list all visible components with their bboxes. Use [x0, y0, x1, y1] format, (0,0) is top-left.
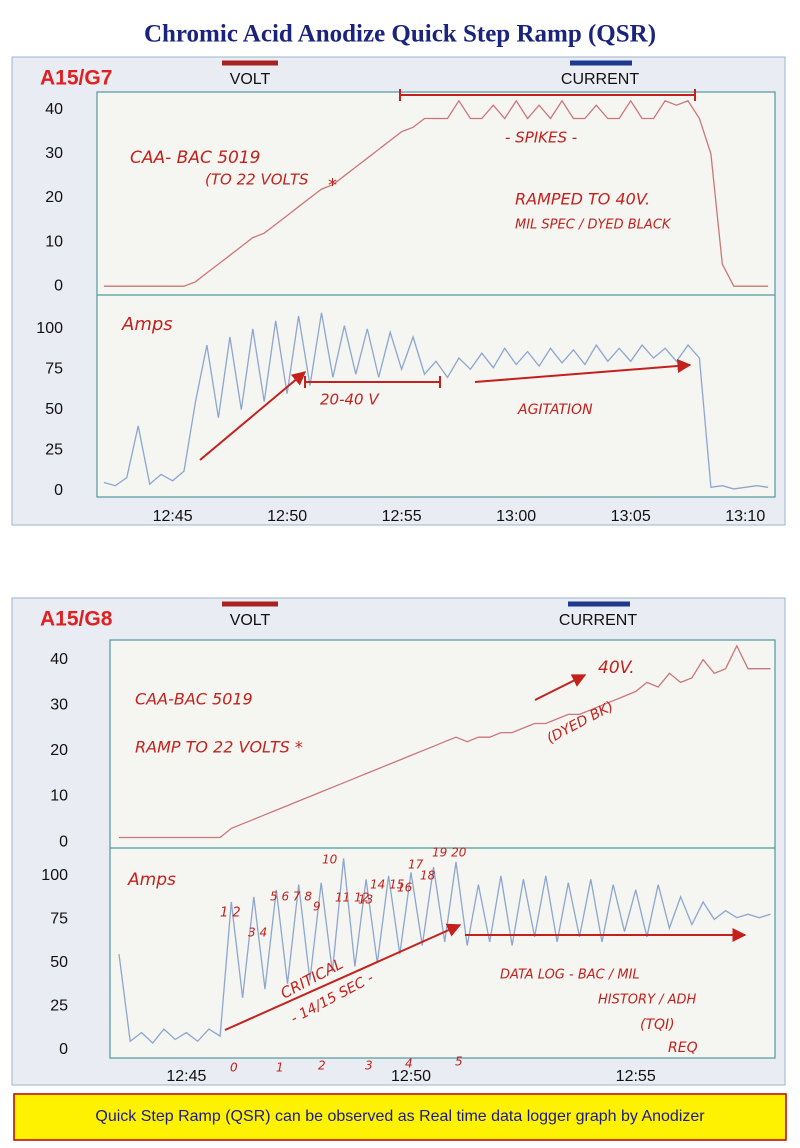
series-line [119, 644, 771, 839]
annotation: 2 [318, 1059, 326, 1073]
y2-tick-label: 25 [45, 441, 63, 458]
annotation: 5 [455, 1055, 463, 1069]
x-tick-label: 13:10 [725, 508, 765, 525]
y2-tick-label: 50 [45, 401, 63, 418]
chart-label: A15/G8 [40, 608, 113, 631]
y2-tick-label: 25 [50, 998, 68, 1015]
legend-label: VOLT [230, 71, 271, 88]
annotation: RAMP TO 22 VOLTS * [135, 738, 303, 757]
series-line [118, 858, 771, 1044]
y2-tick-label: 0 [54, 482, 63, 499]
y-tick-label: 20 [45, 189, 63, 206]
x-tick-label: 12:50 [391, 1068, 431, 1085]
y-tick-label: 30 [50, 696, 68, 713]
y2-tick-label: 50 [50, 954, 68, 971]
legend-label: CURRENT [559, 612, 637, 629]
annotation: 17 [408, 858, 424, 872]
annotation: 3 4 [248, 926, 267, 940]
annotation: 14 15 [370, 878, 404, 892]
annotation: 4 [405, 1057, 413, 1071]
annotation: MIL SPEC / DYED BLACK [515, 218, 672, 233]
annotation: 0 [230, 1061, 238, 1075]
y2-tick-label: 100 [36, 320, 63, 337]
annotation: - SPIKES - [505, 129, 577, 147]
annotation: 5 6 7 8 [270, 890, 312, 904]
annotation-arrow [224, 923, 462, 1031]
y-tick-label: 40 [45, 101, 63, 118]
annotation: * [328, 175, 337, 196]
chart-label: A15/G7 [40, 67, 112, 90]
y2-tick-label: 100 [41, 867, 68, 884]
annotation: 9 [313, 900, 321, 914]
annotation: 18 [420, 869, 436, 883]
y-tick-label: 0 [54, 277, 63, 294]
x-tick-label: 12:55 [382, 508, 422, 525]
page-title: Chromic Acid Anodize Quick Step Ramp (QS… [144, 21, 656, 48]
annotation: 3 [365, 1059, 373, 1073]
x-tick-label: 12:45 [153, 508, 193, 525]
annotation: 11 12 [335, 891, 369, 905]
annotation: 16 [397, 881, 413, 895]
annotation: Amps [127, 870, 176, 890]
x-tick-label: 13:05 [611, 508, 651, 525]
annotation: RAMPED TO 40V. [515, 190, 650, 209]
legend-label: VOLT [230, 612, 271, 629]
x-tick-label: 13:00 [496, 508, 536, 525]
annotation: 20-40 V [320, 391, 380, 409]
annotation: 10 [322, 853, 338, 867]
x-tick-label: 12:50 [267, 508, 307, 525]
series-line [103, 312, 769, 490]
series-line [103, 99, 769, 287]
plot-area [109, 639, 776, 1059]
y-tick-label: 40 [50, 651, 68, 668]
annotation: 13 [358, 893, 373, 907]
footer-box [13, 1093, 787, 1141]
annotation: 1 2 [220, 906, 241, 921]
y-tick-label: 20 [50, 742, 68, 759]
annotation: CAA- BAC 5019 [130, 148, 261, 168]
x-tick-label: 12:45 [166, 1068, 206, 1085]
legend-label: CURRENT [561, 71, 639, 88]
y-tick-label: 10 [45, 233, 63, 250]
annotation: (TO 22 VOLTS [205, 171, 309, 189]
annotation: 40V. [598, 658, 635, 678]
annotation-arrow [534, 674, 587, 701]
annotation: REQ [668, 1040, 698, 1056]
y2-tick-label: 0 [59, 1041, 68, 1058]
annotation: 1 [276, 1061, 284, 1075]
annotation: DATA LOG - BAC / MIL [500, 968, 640, 983]
y2-tick-label: 75 [45, 361, 63, 378]
y-tick-label: 0 [59, 833, 68, 850]
annotation: 19 20 [432, 846, 467, 860]
y2-tick-label: 75 [50, 911, 68, 928]
y-tick-label: 30 [45, 145, 63, 162]
y-tick-label: 10 [50, 788, 68, 805]
x-tick-label: 12:55 [616, 1068, 656, 1085]
annotation-arrow [474, 359, 692, 383]
annotation-arrow [199, 371, 307, 461]
annotation: Amps [121, 314, 173, 335]
annotation: (TQI) [640, 1017, 675, 1033]
annotation: HISTORY / ADH [598, 993, 697, 1008]
annotation: AGITATION [517, 402, 593, 418]
annotation: CAA-BAC 5019 [135, 690, 253, 709]
footer-text: Quick Step Ramp (QSR) can be observed as… [95, 1108, 705, 1125]
